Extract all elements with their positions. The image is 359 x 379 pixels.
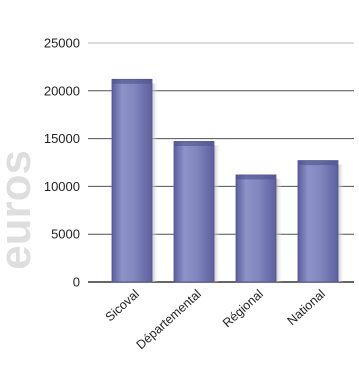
bar-shadow-national (338, 164, 344, 282)
x-tick-label-national: National (285, 287, 328, 328)
x-tick-label-regional: Régional (220, 287, 266, 330)
y-tick-label-25000: 25000 (44, 36, 80, 51)
bar-national (297, 160, 339, 283)
bar-departemental (173, 141, 215, 283)
bar-shadow-regional (276, 178, 282, 282)
y-tick-label-15000: 15000 (44, 131, 80, 146)
y-axis-label: euros (0, 150, 40, 270)
bars (111, 78, 344, 283)
x-tick-label-departemental: Départemental (134, 287, 204, 352)
bar-cap-regional (237, 175, 275, 180)
bar-cap-departemental (175, 141, 213, 146)
bar-shadow-sicoval (152, 83, 158, 282)
y-tick-label-5000: 5000 (51, 227, 80, 242)
bar-regional (235, 174, 277, 283)
y-tick-label-20000: 20000 (44, 83, 80, 98)
y-tick-label-10000: 10000 (44, 179, 80, 194)
bar-shadow-departemental (214, 145, 220, 282)
bar-sicoval (111, 78, 153, 283)
bar-cap-national (299, 161, 337, 166)
x-tick-label-sicoval: Sicoval (103, 287, 142, 324)
y-tick-label-0: 0 (73, 275, 80, 290)
y-tick-labels: 0 5000 10000 15000 20000 25000 (44, 36, 80, 290)
bar-cap-sicoval (113, 79, 151, 84)
